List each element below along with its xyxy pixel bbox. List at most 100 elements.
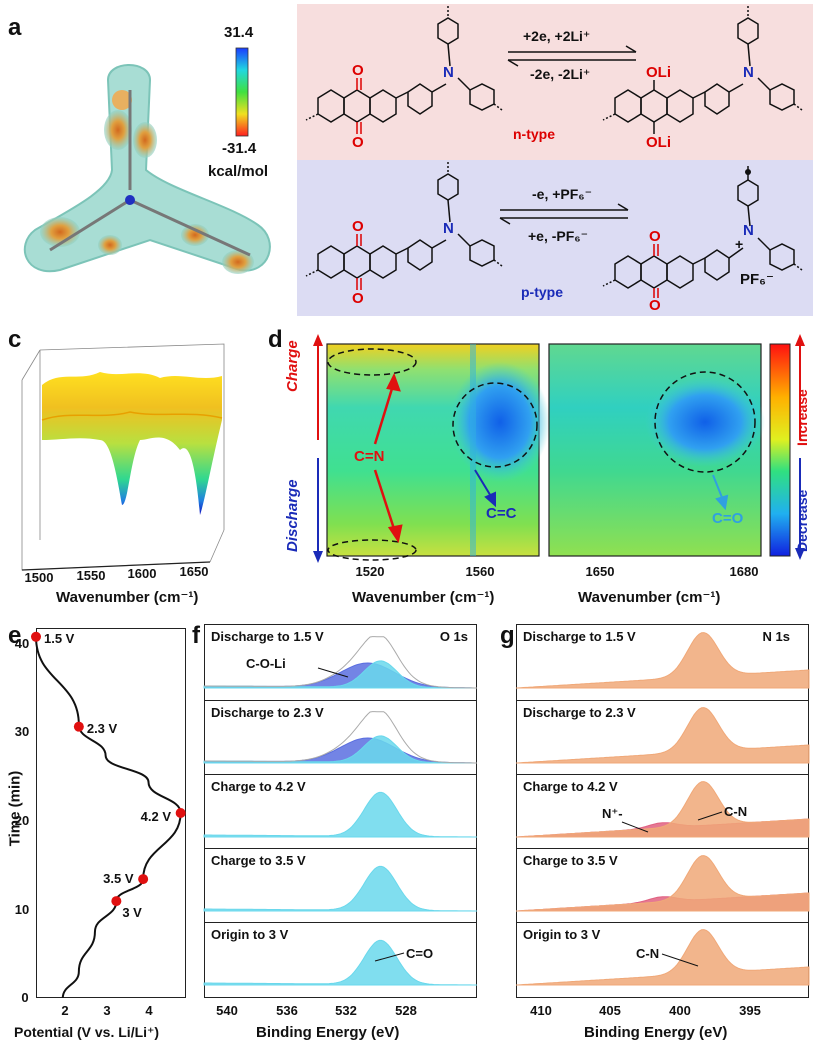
xps-peak-component	[203, 865, 477, 912]
e-point-label: 3.5 V	[103, 871, 134, 887]
panel-e-label: e	[8, 622, 22, 649]
cation-charge: +	[735, 236, 744, 252]
f-xtick: 532	[335, 1003, 357, 1018]
esp-molecule-image	[23, 47, 271, 274]
xps-peak-component	[515, 781, 810, 838]
e-ytick: 30	[14, 724, 30, 739]
nplus-peak-label: N⁺-	[602, 806, 623, 821]
anthraquinone-left-p	[305, 162, 503, 290]
f-row-label: Discharge to 1.5 V	[211, 629, 324, 644]
e-point-label: 2.3 V	[86, 720, 118, 736]
xps-peak-component	[515, 855, 810, 912]
co-peak-label: C=O	[406, 946, 434, 961]
in-situ-ftir-contour	[313, 334, 805, 563]
xps-peak-component	[515, 707, 810, 764]
g-core-level: N 1s	[762, 629, 790, 644]
e-ytick: 40	[14, 636, 30, 651]
f-row-label: Charge to 4.2 V	[211, 779, 306, 794]
oli-bottom-label: OLi	[646, 134, 671, 151]
f-xtick: 540	[216, 1003, 238, 1018]
charge-discharge-axis-arrows	[313, 334, 323, 563]
p-type-forward: -e, +PF₆⁻	[532, 186, 593, 202]
cn-peak-label: C-N	[636, 946, 660, 961]
d-xtick: 1650	[585, 564, 615, 579]
g-xtick: 400	[669, 1003, 691, 1018]
f-row-label: Origin to 3 V	[211, 927, 289, 942]
d-xtick: 1560	[465, 564, 495, 579]
n-type-label: n-type	[513, 126, 555, 142]
o-atom-label: O	[352, 134, 364, 151]
xps-peak-component	[515, 632, 810, 689]
f-row: Origin to 3 V	[205, 922, 476, 997]
g-row-label: Origin to 3 V	[523, 927, 601, 942]
f-core-level: O 1s	[439, 629, 468, 644]
d-right-xlabel: Wavenumber (cm⁻¹)	[578, 589, 721, 606]
n-atom-label: N	[743, 64, 754, 81]
e-marked-point	[111, 896, 122, 907]
g-row-label: Charge to 3.5 V	[523, 853, 618, 868]
g-row: Charge to 4.2 V	[517, 774, 808, 848]
e-marked-point	[73, 721, 84, 732]
c-xtick: 1500	[24, 570, 54, 585]
f-xtick: 536	[276, 1003, 298, 1018]
xps-peak-component	[515, 929, 810, 986]
xps-envelope	[204, 711, 477, 764]
n-type-reverse: -2e, -2Li⁺	[530, 66, 591, 82]
e-xlabel: Potential (V vs. Li/Li⁺)	[14, 1024, 160, 1040]
panel-c-label: c	[8, 326, 22, 353]
esp-surface	[23, 64, 271, 274]
pf6-counter-ion: PF₆⁻	[740, 271, 774, 288]
p-type-label: p-type	[521, 284, 563, 300]
g-row-label: Charge to 4.2 V	[523, 779, 618, 794]
xps-peak-component	[203, 939, 477, 986]
n-atom-label: N	[443, 220, 454, 237]
g-row: Origin to 3 V	[517, 922, 808, 997]
e-xtick: 2	[61, 1003, 69, 1018]
c-xtick: 1650	[179, 564, 209, 579]
e-marked-point	[31, 631, 41, 642]
f-xlabel: Binding Energy (eV)	[256, 1024, 400, 1041]
g-row: Discharge to 1.5 V N 1s	[517, 625, 808, 700]
e-marked-point	[138, 874, 149, 885]
e-marked-point	[175, 808, 186, 818]
anthraquinone-right-n	[602, 6, 803, 134]
p-type-box	[297, 160, 813, 316]
panel-a-label: a	[8, 14, 22, 41]
e-curve	[35, 636, 182, 999]
f-xtick: 528	[395, 1003, 417, 1018]
cn-peak-label: C-N	[724, 804, 748, 819]
o-atom-label: O	[352, 290, 364, 307]
c-xlabel: Wavenumber (cm⁻¹)	[56, 589, 199, 606]
e-point-label: 4.2 V	[140, 809, 171, 824]
f-row: Discharge to 1.5 V O 1s	[205, 625, 476, 700]
f-row: Discharge to 2.3 V	[205, 700, 476, 774]
e-xtick: 3	[103, 1003, 111, 1018]
col-peak-label: C-O-Li	[246, 656, 286, 671]
o-atom-label: O	[352, 62, 364, 79]
cc-annotation: C=C	[486, 505, 517, 522]
o-atom-label: O	[649, 297, 661, 314]
cn-annotation: C=N	[354, 448, 385, 465]
ftir-3d-surface	[21, 343, 225, 571]
d-xtick: 1520	[355, 564, 385, 579]
n-atom-label: N	[743, 222, 754, 239]
o-atom-label: O	[352, 218, 364, 235]
xps-envelope	[204, 636, 477, 689]
anthraquinone-left-n	[305, 6, 503, 134]
colorbar-max: 31.4	[224, 24, 254, 41]
e-point-label: 1.5 V	[44, 630, 75, 646]
xps-peak-component	[203, 791, 477, 838]
f-row-label: Discharge to 2.3 V	[211, 705, 324, 720]
e-xtick: 4	[145, 1003, 153, 1018]
co-annotation: C=O	[712, 510, 744, 527]
c-xtick: 1550	[76, 568, 106, 583]
colorbar-min: -31.4	[222, 140, 257, 157]
e-point-label: 3 V	[122, 905, 142, 921]
panel-g-label: g	[500, 622, 515, 649]
radical-dot	[745, 169, 751, 175]
g-row: Charge to 3.5 V	[517, 848, 808, 922]
